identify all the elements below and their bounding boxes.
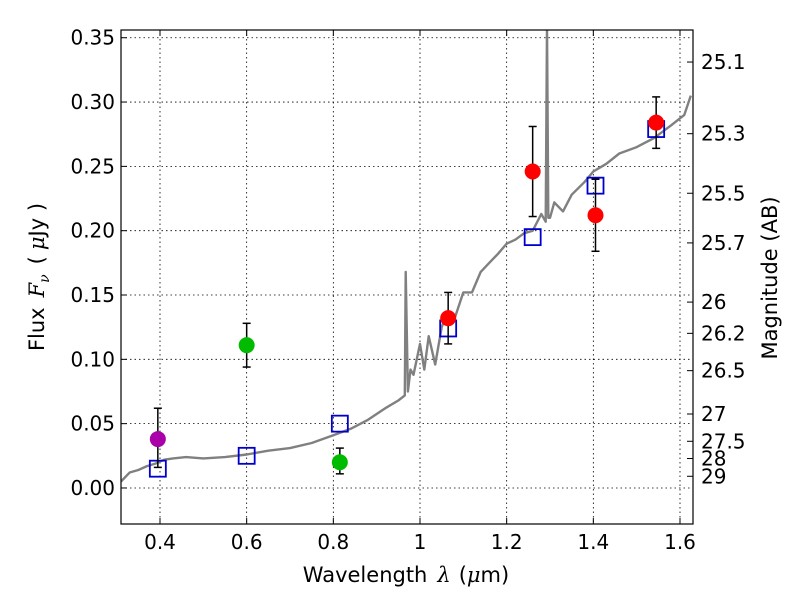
y-tick-label: 0.05 — [70, 412, 115, 436]
data-point — [524, 163, 541, 180]
mag-tick-label: 27.5 — [701, 429, 746, 453]
y-tick-label: 0.00 — [70, 476, 115, 500]
x-axis-label: Wavelength λ (μm) — [303, 563, 509, 587]
data-point — [331, 454, 348, 471]
y-tick-label: 0.10 — [70, 347, 115, 371]
grid — [121, 30, 693, 524]
model-photometry-point — [523, 228, 542, 247]
y-tick-label: 0.30 — [70, 90, 115, 114]
mag-tick-label: 26 — [701, 290, 726, 314]
x-tick-label: 1 — [414, 530, 427, 554]
x-tick-label: 1.4 — [577, 530, 609, 554]
x-tick-label: 0.8 — [317, 530, 349, 554]
mag-tick-label: 26.5 — [701, 359, 746, 383]
y-axis-label-right: Magnitude (AB) — [758, 196, 782, 359]
mag-tick-label: 27 — [701, 402, 726, 426]
model-photometry-point — [330, 414, 349, 433]
y-tick-label: 0.35 — [70, 26, 115, 50]
marker-layer — [148, 96, 666, 478]
mag-tick-label: 25.5 — [701, 181, 746, 205]
x-tick-label: 0.4 — [144, 530, 176, 554]
model-photometry-point — [237, 446, 256, 465]
mag-tick-label: 28 — [701, 447, 726, 471]
data-point — [238, 337, 255, 354]
x-tick-label: 1.2 — [491, 530, 523, 554]
y-tick-label: 0.20 — [70, 219, 115, 243]
data-point — [648, 114, 665, 131]
mag-tick-label: 25.3 — [701, 122, 746, 146]
mag-tick-label: 25.7 — [701, 231, 746, 255]
data-point — [440, 310, 457, 327]
y-axis-label: FluxFν(μJy ) — [25, 203, 53, 351]
y-tick-label: 0.25 — [70, 154, 115, 178]
plot-frame — [120, 29, 694, 525]
mag-tick-label: 29 — [701, 464, 726, 488]
data-point — [149, 431, 166, 448]
mag-tick-label: 26.2 — [701, 321, 746, 345]
tick-layer: 0.4 0.6 0.8 1 1.2 1.4 1.6 0.00 0.05 0.10 0.15 0.20 0… — [70, 26, 745, 554]
data-point — [587, 207, 604, 224]
x-tick-label: 1.6 — [664, 530, 696, 554]
mag-tick-label: 25.1 — [701, 50, 746, 74]
x-tick-label: 0.6 — [231, 530, 263, 554]
model-spectrum-line — [121, 30, 692, 483]
spectrum-layer — [121, 30, 692, 483]
y-tick-label: 0.15 — [70, 283, 115, 307]
